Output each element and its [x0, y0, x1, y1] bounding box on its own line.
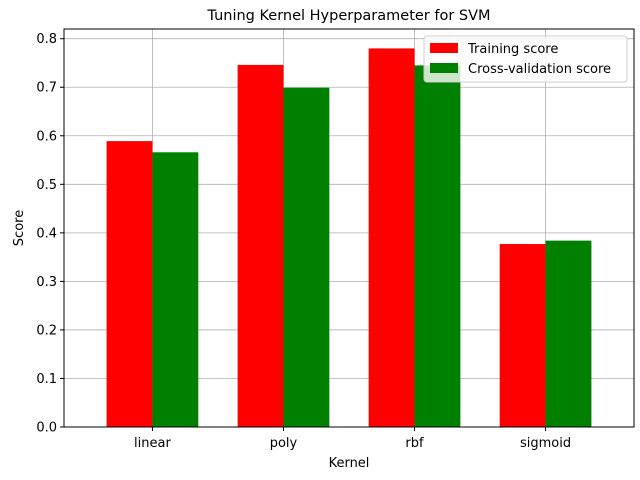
y-tick-label: 0.6	[36, 129, 57, 144]
x-tick-label: poly	[270, 436, 298, 451]
bar-training-linear	[106, 141, 153, 427]
legend-swatch	[430, 63, 458, 73]
bar-training-poly	[237, 64, 284, 427]
bar-cross-validation-sigmoid	[545, 240, 592, 427]
y-tick-label: 0.0	[36, 421, 57, 436]
x-axis-label: Kernel	[329, 456, 370, 471]
legend-swatch	[430, 43, 458, 53]
chart-title: Tuning Kernel Hyperparameter for SVM	[206, 8, 490, 24]
y-tick-label: 0.8	[36, 32, 57, 47]
bar-cross-validation-linear	[152, 152, 199, 427]
legend-label: Cross-validation score	[468, 62, 611, 77]
y-axis-label: Score	[12, 210, 27, 246]
bar-training-sigmoid	[499, 244, 546, 427]
y-tick-label: 0.4	[36, 226, 57, 241]
x-tick-label: sigmoid	[520, 436, 571, 451]
legend-label: Training score	[467, 42, 558, 57]
x-tick-label: rbf	[405, 436, 424, 451]
x-axis-ticks: linear poly rbf sigmoid	[134, 427, 571, 451]
bar-cross-validation-rbf	[414, 65, 461, 427]
bar-cross-validation-poly	[283, 87, 330, 427]
y-tick-label: 0.7	[36, 81, 57, 96]
y-tick-label: 0.3	[36, 275, 57, 290]
plot-frame	[63, 28, 635, 428]
x-tick-label: linear	[134, 436, 171, 451]
y-tick-label: 0.2	[36, 323, 57, 338]
bar-training-rbf	[368, 48, 415, 427]
y-tick-label: 0.1	[36, 372, 57, 387]
legend: Training score Cross-validation score	[423, 35, 628, 83]
legend-box	[423, 35, 628, 83]
y-tick-label: 0.5	[36, 178, 57, 193]
bars	[106, 48, 592, 427]
y-axis-ticks: 0.0 0.1 0.2 0.3 0.4 0.5 0.6 0.7 0.8	[36, 32, 64, 436]
